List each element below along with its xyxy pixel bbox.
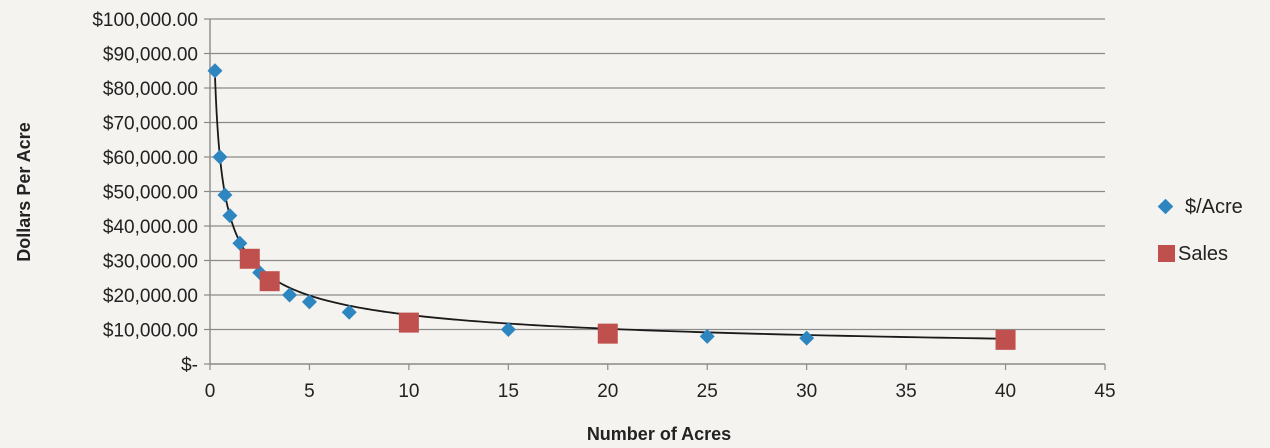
legend-marker-square (1158, 245, 1175, 262)
data-points (207, 63, 1015, 350)
y-tick-label: $70,000.00 (103, 114, 198, 135)
y-tick-label: $40,000.00 (103, 217, 198, 238)
legend-label-acre: $/Acre (1185, 196, 1243, 218)
x-axis-title: Number of Acres (587, 424, 731, 444)
point-sales-square (598, 324, 618, 344)
y-tick-label: $30,000.00 (103, 252, 198, 273)
legend-item-acre: $/Acre (1158, 196, 1243, 218)
point-sales-square (260, 271, 280, 291)
x-tick-label: 15 (498, 381, 519, 402)
legend: $/Acre Sales (1158, 196, 1243, 265)
y-tick-label: $20,000.00 (103, 286, 198, 307)
y-tick-label: $80,000.00 (103, 79, 198, 100)
legend-item-sales: Sales (1158, 243, 1228, 265)
point-acre-diamond (212, 150, 227, 165)
legend-marker-diamond (1158, 199, 1174, 215)
point-acre-diamond (222, 208, 237, 223)
x-tick-label: 20 (597, 381, 618, 402)
x-tick-label: 30 (796, 381, 817, 402)
y-axis-title: Dollars Per Acre (14, 122, 34, 261)
point-sales-square (399, 313, 419, 333)
x-tick-label: 5 (304, 381, 315, 402)
point-acre-diamond (799, 331, 814, 346)
legend-label-sales: Sales (1178, 243, 1228, 265)
y-tick-label: $60,000.00 (103, 148, 198, 169)
x-tick-label: 35 (896, 381, 917, 402)
y-tick-label: $100,000.00 (92, 10, 198, 31)
y-tick-label: $90,000.00 (103, 45, 198, 66)
x-tick-label: 10 (398, 381, 419, 402)
point-sales-square (240, 249, 260, 269)
point-sales-square (996, 330, 1016, 350)
y-tick-label: $10,000.00 (103, 321, 198, 342)
axes (204, 19, 1105, 370)
point-acre-diamond (232, 236, 247, 251)
x-tick-label: 0 (205, 381, 216, 402)
y-tick-label: $- (181, 355, 198, 376)
gridlines (210, 19, 1105, 330)
point-acre-diamond (700, 329, 715, 344)
x-tick-label: 25 (697, 381, 718, 402)
y-tick-label: $50,000.00 (103, 183, 198, 204)
x-tick-label: 45 (1094, 381, 1115, 402)
trendline (215, 75, 1006, 338)
x-tick-label: 40 (995, 381, 1016, 402)
point-acre-diamond (217, 187, 232, 202)
trendline-group (215, 75, 1006, 338)
